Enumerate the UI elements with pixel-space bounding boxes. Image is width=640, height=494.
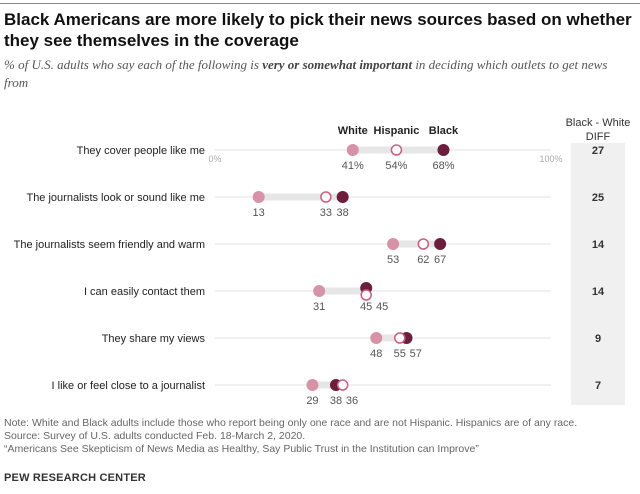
value-label: 36	[346, 395, 358, 407]
dot-hispanic	[360, 289, 372, 301]
category-label: I like or feel close to a journalist	[52, 380, 205, 392]
axis-label-min: 0%	[208, 154, 221, 164]
value-label: 57	[410, 348, 422, 360]
category-label: The journalists seem friendly and warm	[14, 239, 205, 251]
diff-value: 7	[595, 380, 601, 392]
category-label: They share my views	[102, 333, 206, 345]
chart-title: Black Americans are more likely to pick …	[4, 10, 632, 50]
diff-header: DIFF	[586, 131, 611, 143]
value-label: 68%	[432, 160, 454, 172]
dot-hispanic	[390, 144, 403, 156]
value-label: 41%	[342, 160, 364, 172]
value-label: 62	[417, 254, 429, 266]
dot-white	[313, 285, 326, 297]
value-label: 53	[387, 254, 399, 266]
dot-white	[387, 238, 400, 250]
legend-hispanic: Hispanic	[374, 125, 420, 137]
diff-value: 9	[595, 333, 601, 345]
dot-black	[434, 238, 447, 250]
dot-hispanic	[320, 191, 332, 203]
dot-black	[437, 144, 450, 156]
category-label: I can easily contact them	[84, 286, 205, 298]
value-label: 55	[394, 348, 406, 360]
value-label: 48	[370, 348, 382, 360]
value-label: 67	[434, 254, 446, 266]
notes: Note: White and Black adults include tho…	[4, 417, 577, 456]
dot-hispanic	[417, 238, 430, 250]
diff-value: 14	[592, 286, 605, 298]
diff-column-bg	[571, 143, 625, 405]
dot-black	[336, 191, 349, 203]
value-label: 45	[376, 301, 388, 313]
source-line: Source: Survey of U.S. adults conducted …	[4, 430, 306, 442]
axis-label-max: 100%	[539, 154, 562, 164]
note-line: Note: White and Black adults include tho…	[4, 417, 578, 429]
value-label: 38	[337, 207, 349, 219]
subtitle-post: in deciding which outlets to get news fr…	[4, 57, 608, 90]
value-label: 33	[320, 207, 332, 219]
report-title-line: “Americans See Skepticism of News Media …	[4, 443, 479, 455]
subtitle-bold: very or somewhat important	[262, 57, 413, 72]
category-label: The journalists look or sound like me	[26, 192, 205, 204]
dot-white	[306, 379, 319, 391]
value-label: 45	[360, 301, 372, 313]
dot-white	[370, 332, 383, 344]
top-rule	[0, 3, 640, 4]
diff-value: 14	[592, 239, 605, 251]
value-label: 31	[313, 301, 325, 313]
chart-subtitle: % of U.S. adults who say each of the fol…	[4, 56, 634, 92]
dot-hispanic	[394, 332, 406, 344]
value-label: 54%	[385, 160, 407, 172]
legend-black: Black	[429, 125, 459, 137]
dot-white	[252, 191, 265, 203]
brand-logo-text: PEW RESEARCH CENTER	[4, 472, 146, 484]
subtitle-pre: % of U.S. adults who say each of the fol…	[4, 57, 263, 72]
diff-value: 25	[592, 192, 604, 204]
value-label: 29	[306, 395, 318, 407]
value-label: 38	[330, 395, 342, 407]
dot-hispanic	[336, 379, 349, 391]
legend-white: White	[338, 125, 368, 137]
diff-value: 27	[592, 145, 604, 157]
diff-header: Black - White	[566, 117, 631, 129]
value-label: 13	[253, 207, 265, 219]
category-label: They cover people like me	[77, 145, 205, 157]
dot-white	[346, 144, 359, 156]
